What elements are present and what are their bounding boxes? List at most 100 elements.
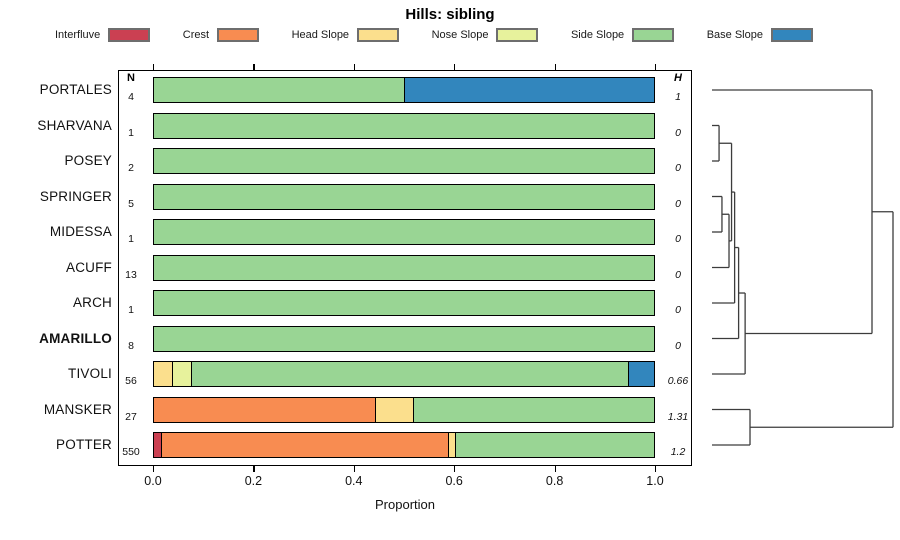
row-label: MANSKER (43, 401, 112, 417)
row-label: POTTER (56, 437, 112, 452)
legend-item: Base Slope (707, 28, 813, 42)
row-label: MIDESSA (49, 224, 112, 239)
bar-segment (154, 113, 654, 138)
x-axis-title: Proportion (375, 497, 435, 512)
x-tick-bottom (454, 466, 456, 472)
bar-segment (154, 362, 172, 386)
n-value: 56 (125, 375, 137, 387)
row-label: ACUFF (66, 259, 112, 275)
n-value: 4 (128, 91, 134, 103)
bar-segment (154, 220, 654, 244)
n-value: 1 (128, 126, 134, 139)
bar-segment (171, 362, 191, 386)
x-tick-label: 0.6 (445, 474, 463, 488)
bar-segment (403, 78, 654, 102)
x-tick-label: 0.0 (144, 474, 162, 488)
x-tick-label: 1.0 (646, 474, 664, 488)
legend-label: Side Slope (570, 29, 625, 41)
h-value: 0 (675, 304, 681, 316)
legend-item: Side Slope (570, 28, 675, 42)
n-column-header: N (127, 72, 135, 84)
legend-swatch (770, 28, 813, 42)
h-value: 0 (675, 233, 681, 245)
legend-label: Interfluve (55, 29, 101, 41)
h-value: 0 (675, 268, 681, 281)
x-tick-bottom (554, 466, 556, 472)
n-value: 8 (128, 339, 134, 352)
legend-swatch (357, 28, 400, 42)
row-label: PORTALES (39, 82, 112, 97)
x-tick-label: 0.2 (244, 474, 263, 488)
bar-segment (412, 397, 654, 422)
h-value: 0 (675, 126, 681, 139)
x-tick-label: 0.4 (345, 474, 363, 488)
legend-item: Head Slope (292, 28, 400, 42)
legend-label: Crest (182, 29, 210, 41)
h-column-header: H (674, 72, 682, 84)
bar-segment (154, 291, 654, 315)
n-value: 550 (122, 446, 140, 458)
h-value: 0 (675, 339, 681, 352)
x-tick-label: 0.8 (545, 474, 564, 488)
row-label: POSEY (64, 153, 112, 168)
bar-segment (154, 149, 654, 173)
bar (153, 112, 655, 139)
bar-segment (154, 433, 162, 457)
n-value: 2 (128, 162, 134, 174)
row-label: TIVOLI (68, 366, 112, 381)
bar (153, 148, 655, 174)
legend-swatch (217, 28, 260, 42)
row-label: SPRINGER (39, 188, 112, 204)
legend-swatch (496, 28, 539, 42)
bar (153, 254, 655, 281)
n-value: 27 (125, 410, 137, 423)
bar (153, 361, 655, 387)
x-tick-top (655, 64, 657, 70)
legend-item: Nose Slope (432, 28, 539, 42)
x-tick-bottom (253, 466, 255, 472)
h-value: 0.66 (667, 375, 689, 387)
h-value: 1 (675, 91, 681, 103)
bar-segment (628, 362, 654, 386)
bar (153, 219, 655, 245)
n-value: 13 (125, 268, 137, 281)
bar (153, 77, 655, 103)
bar-segment (154, 78, 404, 102)
legend-label: Nose Slope (431, 29, 489, 41)
x-tick-top (554, 64, 556, 70)
bar (153, 396, 655, 423)
bar (153, 432, 655, 458)
x-tick-bottom (153, 466, 155, 472)
h-value: 1.2 (670, 446, 686, 458)
bar-segment (154, 255, 654, 280)
legend-label: Head Slope (291, 29, 350, 41)
row-label: ARCH (72, 295, 112, 310)
x-tick-top (153, 64, 155, 70)
bar-segment (448, 433, 455, 457)
bar-segment (154, 184, 654, 209)
bar (153, 290, 655, 316)
x-tick-top (253, 64, 255, 70)
x-tick-top (353, 64, 355, 70)
h-value: 0 (675, 162, 681, 174)
h-value: 1.31 (667, 410, 689, 423)
n-value: 5 (128, 197, 134, 210)
bar-segment (154, 326, 654, 351)
bar-segment (154, 397, 376, 422)
bar (153, 183, 655, 210)
row-label: SHARVANA (37, 117, 112, 133)
bar-segment (161, 433, 449, 457)
legend-label: Base Slope (706, 29, 763, 41)
legend-swatch (108, 28, 151, 42)
bar-segment (375, 397, 413, 422)
x-tick-top (454, 64, 456, 70)
bar (153, 325, 655, 352)
bar-segment (190, 362, 629, 386)
legend-swatch (632, 28, 675, 42)
chart-title: Hills: sibling (405, 6, 495, 23)
n-value: 1 (128, 304, 134, 316)
bar-segment (454, 433, 654, 457)
h-value: 0 (675, 197, 681, 210)
